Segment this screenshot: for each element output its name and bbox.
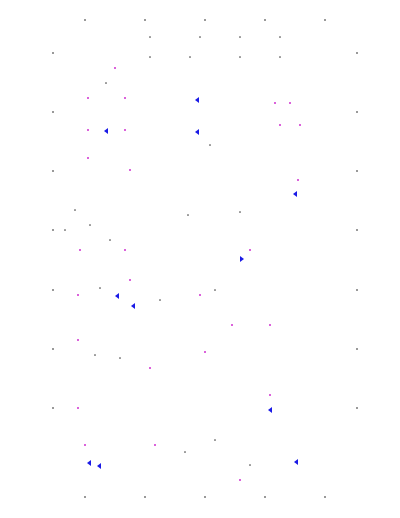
tick [144, 19, 146, 21]
tick [52, 229, 54, 231]
point [214, 289, 216, 291]
tick [356, 289, 358, 291]
node [269, 324, 271, 326]
node [124, 97, 126, 99]
arrow [293, 191, 297, 197]
point [199, 36, 201, 38]
frame-ticks [52, 19, 358, 498]
node [87, 129, 89, 131]
tick [356, 170, 358, 172]
nodes [64, 36, 301, 481]
tick [84, 496, 86, 498]
arrows [87, 97, 298, 469]
node [274, 102, 276, 104]
tick [324, 496, 326, 498]
point [109, 239, 111, 241]
point [119, 357, 121, 359]
point [184, 451, 186, 453]
tick [52, 170, 54, 172]
tick [356, 348, 358, 350]
node [84, 444, 86, 446]
tick [324, 19, 326, 21]
point [94, 354, 96, 356]
point [239, 36, 241, 38]
tick [52, 348, 54, 350]
tick [84, 19, 86, 21]
node [239, 479, 241, 481]
node [114, 67, 116, 69]
point [279, 36, 281, 38]
node [149, 367, 151, 369]
tick [264, 496, 266, 498]
node [124, 129, 126, 131]
node [199, 294, 201, 296]
node [299, 124, 301, 126]
point [239, 56, 241, 58]
tick [204, 19, 206, 21]
point [189, 56, 191, 58]
arrow [131, 303, 135, 309]
node [279, 124, 281, 126]
point [149, 36, 151, 38]
node [77, 339, 79, 341]
point [279, 56, 281, 58]
node [129, 279, 131, 281]
point [99, 287, 101, 289]
node [77, 407, 79, 409]
point [187, 214, 189, 216]
tick [52, 52, 54, 54]
arrow [115, 293, 119, 299]
node [87, 157, 89, 159]
tick [204, 496, 206, 498]
point [214, 439, 216, 441]
arrow [87, 460, 91, 466]
node [231, 324, 233, 326]
point [239, 211, 241, 213]
tick [356, 111, 358, 113]
arrow [294, 459, 298, 465]
tick [52, 111, 54, 113]
tick [144, 496, 146, 498]
tick [356, 407, 358, 409]
node [87, 97, 89, 99]
node [129, 169, 131, 171]
node [77, 294, 79, 296]
node [297, 179, 299, 181]
tick [52, 289, 54, 291]
point [159, 299, 161, 301]
tick [264, 19, 266, 21]
node [249, 249, 251, 251]
arrow [195, 129, 199, 135]
tick [52, 407, 54, 409]
arrow [195, 97, 199, 103]
node [289, 102, 291, 104]
point [89, 224, 91, 226]
point [74, 209, 76, 211]
arrow [97, 463, 101, 469]
node [79, 249, 81, 251]
node [269, 394, 271, 396]
arrow [240, 256, 244, 262]
node [124, 249, 126, 251]
point [105, 82, 107, 84]
point [249, 464, 251, 466]
node [204, 351, 206, 353]
point [209, 144, 211, 146]
arrow [268, 407, 272, 413]
point [149, 56, 151, 58]
tick [356, 229, 358, 231]
point [64, 229, 66, 231]
tick [356, 52, 358, 54]
node [154, 444, 156, 446]
arrow [104, 128, 108, 134]
